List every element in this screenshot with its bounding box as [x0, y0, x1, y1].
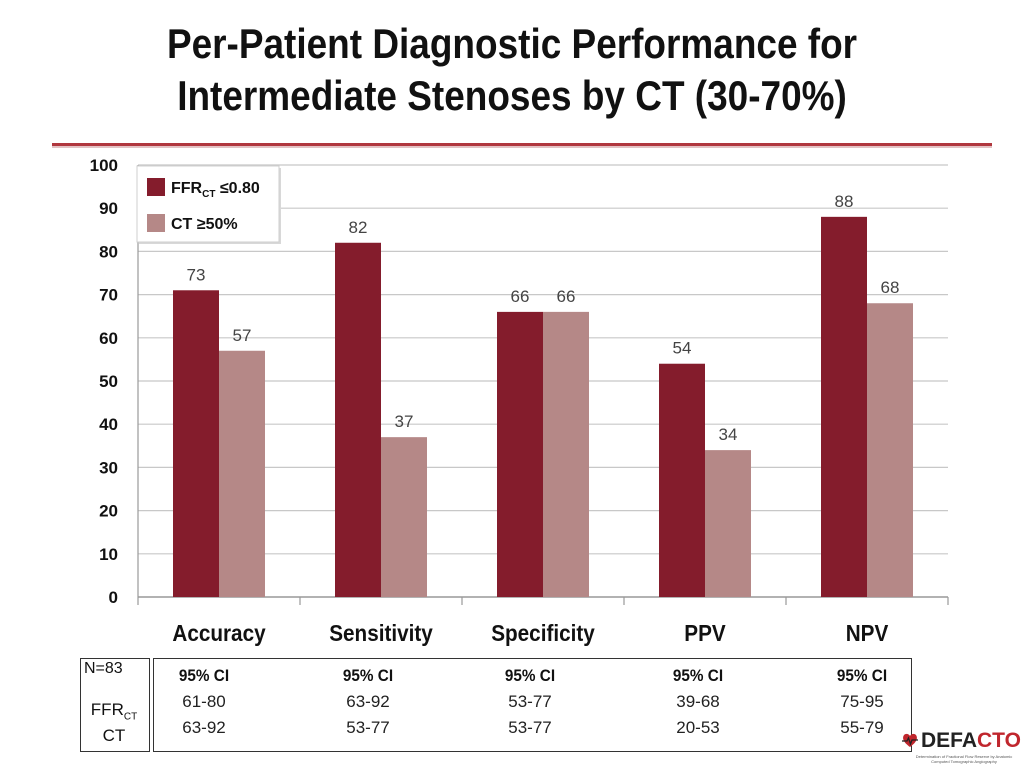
row-label-ffrct: FFRCT: [82, 700, 146, 722]
bar: [543, 311, 589, 597]
ci-header: 95% CI: [178, 666, 230, 685]
logo-word-accent: CTO: [977, 729, 1021, 752]
y-tick-label: 90: [99, 199, 118, 218]
category-label: NPV: [846, 620, 889, 646]
ci-ct-value: 20-53: [676, 718, 720, 737]
category-label: Sensitivity: [329, 620, 433, 646]
slide-title: Per-Patient Diagnostic Performance for I…: [61, 18, 962, 122]
row-label-ct: CT: [102, 726, 126, 745]
sample-size-label: N=83: [84, 660, 123, 677]
legend-label-tail: ≤0.80: [215, 180, 259, 197]
data-label: 54: [673, 339, 692, 358]
ci-ct-value: 63-92: [182, 718, 226, 737]
bar: [867, 303, 913, 597]
ci-column: 95% CI 61-80 63-92: [144, 663, 264, 741]
title-divider: [52, 143, 992, 146]
ci-header: 95% CI: [342, 666, 394, 685]
bar: [705, 450, 751, 597]
bar: [173, 290, 219, 597]
bar: [821, 216, 867, 597]
ci-header: 95% CI: [836, 666, 888, 685]
ci-ffrct-value: 63-92: [346, 692, 390, 711]
defacto-logo: DEFACTO Determination of Fractional Flow…: [899, 727, 1021, 765]
logo-wordmark: DEFACTO: [921, 729, 1021, 753]
title-divider-shadow: [52, 146, 992, 148]
y-tick-label: 20: [99, 502, 118, 521]
data-label: 57: [233, 326, 252, 345]
legend-label: FFRCT ≤0.80: [171, 180, 260, 200]
y-tick-label: 100: [90, 156, 118, 175]
data-label: 68: [881, 278, 900, 297]
row-label-ffrct-main: FFR: [90, 700, 124, 719]
ci-ffrct-value: 53-77: [508, 692, 552, 711]
bar: [381, 437, 427, 597]
sample-size-box: [80, 658, 150, 752]
category-label: Specificity: [491, 620, 595, 646]
ci-ffrct-value: 75-95: [840, 692, 884, 711]
slide-title-line-1: Per-Patient Diagnostic Performance for: [166, 20, 858, 67]
legend-swatch: [147, 214, 165, 232]
slide-title-line-2: Intermediate Stenoses by CT (30-70%): [177, 72, 847, 119]
ci-header: 95% CI: [672, 666, 724, 685]
ci-table-box: [153, 658, 912, 752]
heart-logo-icon: [902, 733, 918, 747]
category-label: Accuracy: [172, 620, 266, 646]
legend-label-tail: ≥50%: [197, 216, 238, 233]
y-tick-label: 80: [99, 242, 118, 261]
legend-label-sub: CT: [202, 189, 215, 200]
ci-column: 95% CI 53-77 53-77: [470, 663, 590, 741]
legend-label-main: CT: [171, 216, 197, 233]
legend-label: CT ≥50%: [171, 216, 238, 233]
ci-ct-value: 53-77: [508, 718, 552, 737]
y-tick-label: 70: [99, 286, 118, 305]
y-tick-label: 60: [99, 329, 118, 348]
bar: [335, 242, 381, 597]
y-tick-label: 50: [99, 372, 118, 391]
logo-word-main: DEFA: [921, 729, 978, 752]
y-tick-label: 30: [99, 458, 118, 477]
data-label: 73: [187, 265, 206, 284]
ci-column: 95% CI 39-68 20-53: [638, 663, 758, 741]
logo-subtitle: Determination of Fractional Flow Reserve…: [915, 754, 1013, 764]
data-label: 82: [349, 218, 368, 237]
row-label-ffrct-sub: CT: [123, 711, 138, 723]
y-tick-label: 10: [99, 545, 118, 564]
data-label: 34: [719, 425, 738, 444]
data-label: 66: [511, 287, 530, 306]
ci-ct-value: 53-77: [346, 718, 390, 737]
legend-label-main: FFR: [171, 180, 203, 197]
data-label: 37: [395, 412, 414, 431]
data-label: 88: [835, 192, 854, 211]
ci-header: 95% CI: [504, 666, 556, 685]
ci-column: 95% CI 75-95 55-79: [802, 663, 922, 741]
bar: [219, 350, 265, 597]
y-tick-label: 40: [99, 415, 118, 434]
ci-ct-value: 55-79: [840, 718, 884, 737]
bar-chart: 0 10 20 30 40 50 60 70 80 90 100 73 57 Accuracy 82 37 Se…: [90, 156, 949, 646]
ci-ffrct-value: 39-68: [676, 692, 720, 711]
ci-ffrct-value: 61-80: [182, 692, 226, 711]
category-label: PPV: [684, 620, 726, 646]
data-label: 66: [557, 287, 576, 306]
y-tick-label: 0: [109, 588, 118, 607]
ci-column: 95% CI 63-92 53-77: [308, 663, 428, 741]
bar: [497, 311, 543, 597]
legend-swatch: [147, 178, 165, 196]
bar: [659, 363, 705, 597]
